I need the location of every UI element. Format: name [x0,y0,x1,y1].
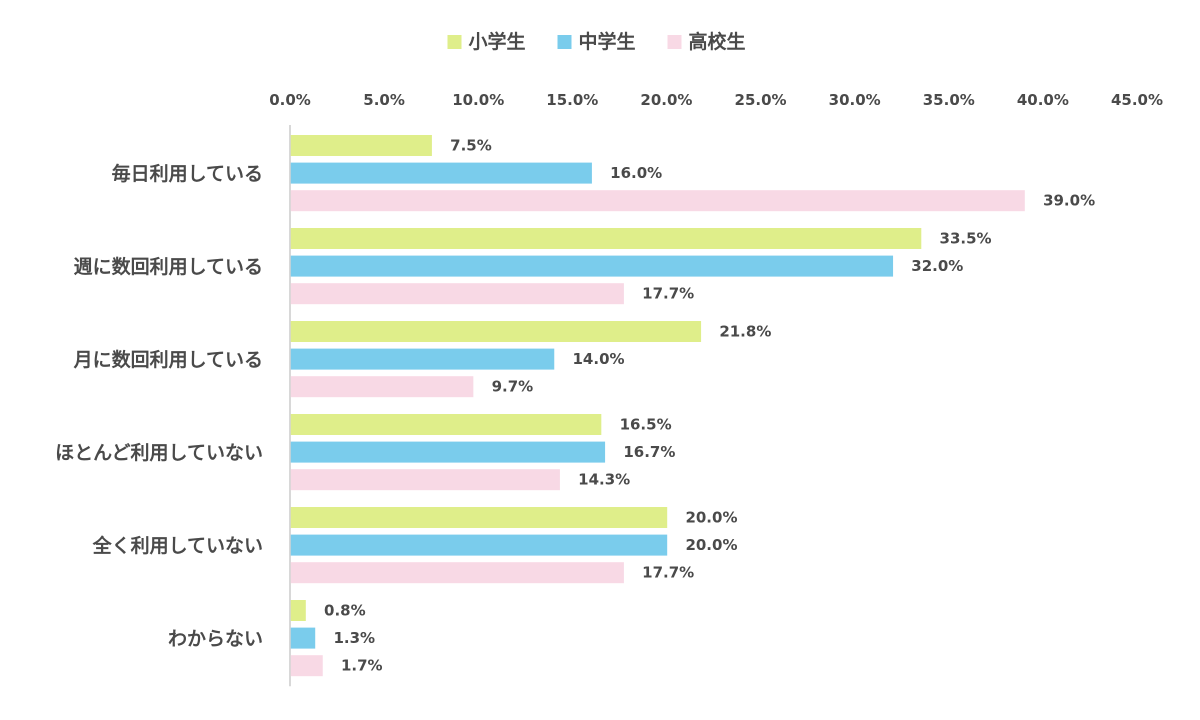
bar-3-3 [290,376,474,398]
value-label: 1.3% [333,629,375,647]
legend-label-3: 高校生 [689,30,746,53]
x-axis-tick-labels: 0.0% 5.0% 10.0% 15.0% 20.0% 25.0% 30.0% 35.0% 40… [269,91,1163,109]
value-label: 33.5% [940,230,992,248]
legend-swatch-1 [447,35,462,49]
bar-3-4 [290,469,560,491]
category-label: わからない [168,628,263,650]
x-tick-label: 5.0% [363,91,405,109]
value-label: 0.8% [324,602,366,620]
x-tick-label: 40.0% [1017,91,1069,109]
bar-2-6 [290,627,316,649]
bar-3-2 [290,283,624,305]
bar-3-6 [290,655,323,677]
x-tick-label: 15.0% [546,91,598,109]
legend: 小学生 中学生 高校生 [447,30,746,53]
x-tick-label: 10.0% [452,91,504,109]
value-label: 16.5% [620,416,672,434]
x-tick-label: 25.0% [735,91,787,109]
bar-2-5 [290,534,668,556]
value-label: 17.7% [642,285,694,303]
bar-1-3 [290,321,702,342]
value-label: 20.0% [685,509,737,527]
bars [290,135,1025,677]
category-label: 月に数回利用している [73,348,263,371]
value-label: 14.0% [573,350,625,368]
bar-1-2 [290,228,922,249]
value-label: 32.0% [911,257,963,275]
value-label: 16.7% [623,443,675,461]
category-label: 週に数回利用している [74,255,263,278]
category-label: 全く利用していない [92,534,263,557]
x-tick-label: 45.0% [1111,91,1163,109]
x-tick-label: 20.0% [640,91,692,109]
bar-1-4 [290,414,602,435]
category-labels: 毎日利用している週に数回利用している月に数回利用しているほとんど利用していない全… [55,162,263,650]
bar-2-2 [290,255,894,277]
value-labels: 7.5% 16.0% 39.0% 33.5% 32.0% 17.7% 21.8% 14.0% 9… [324,137,1095,675]
value-label: 14.3% [578,471,630,489]
value-label: 20.0% [685,536,737,554]
value-label: 21.8% [719,323,771,341]
value-label: 39.0% [1043,192,1095,210]
legend-label-2: 中学生 [579,30,636,53]
x-tick-label: 30.0% [829,91,881,109]
bar-3-1 [290,190,1025,212]
value-label: 7.5% [450,137,492,155]
bar-1-6 [290,600,306,621]
legend-swatch-2 [557,35,572,49]
value-label: 1.7% [341,657,383,675]
bar-1-1 [290,135,432,156]
bar-3-5 [290,562,624,584]
legend-label-1: 小学生 [469,30,526,53]
value-label: 9.7% [492,378,534,396]
x-tick-label: 35.0% [923,91,975,109]
category-label: 毎日利用している [112,162,263,185]
category-label: ほとんど利用していない [55,442,263,464]
bar-2-4 [290,441,606,463]
value-label: 17.7% [642,564,694,582]
bar-2-1 [290,162,592,184]
bar-1-5 [290,507,668,528]
value-label: 16.0% [610,164,662,182]
bar-2-3 [290,348,555,370]
x-tick-label: 0.0% [269,91,311,109]
legend-swatch-3 [667,35,682,49]
